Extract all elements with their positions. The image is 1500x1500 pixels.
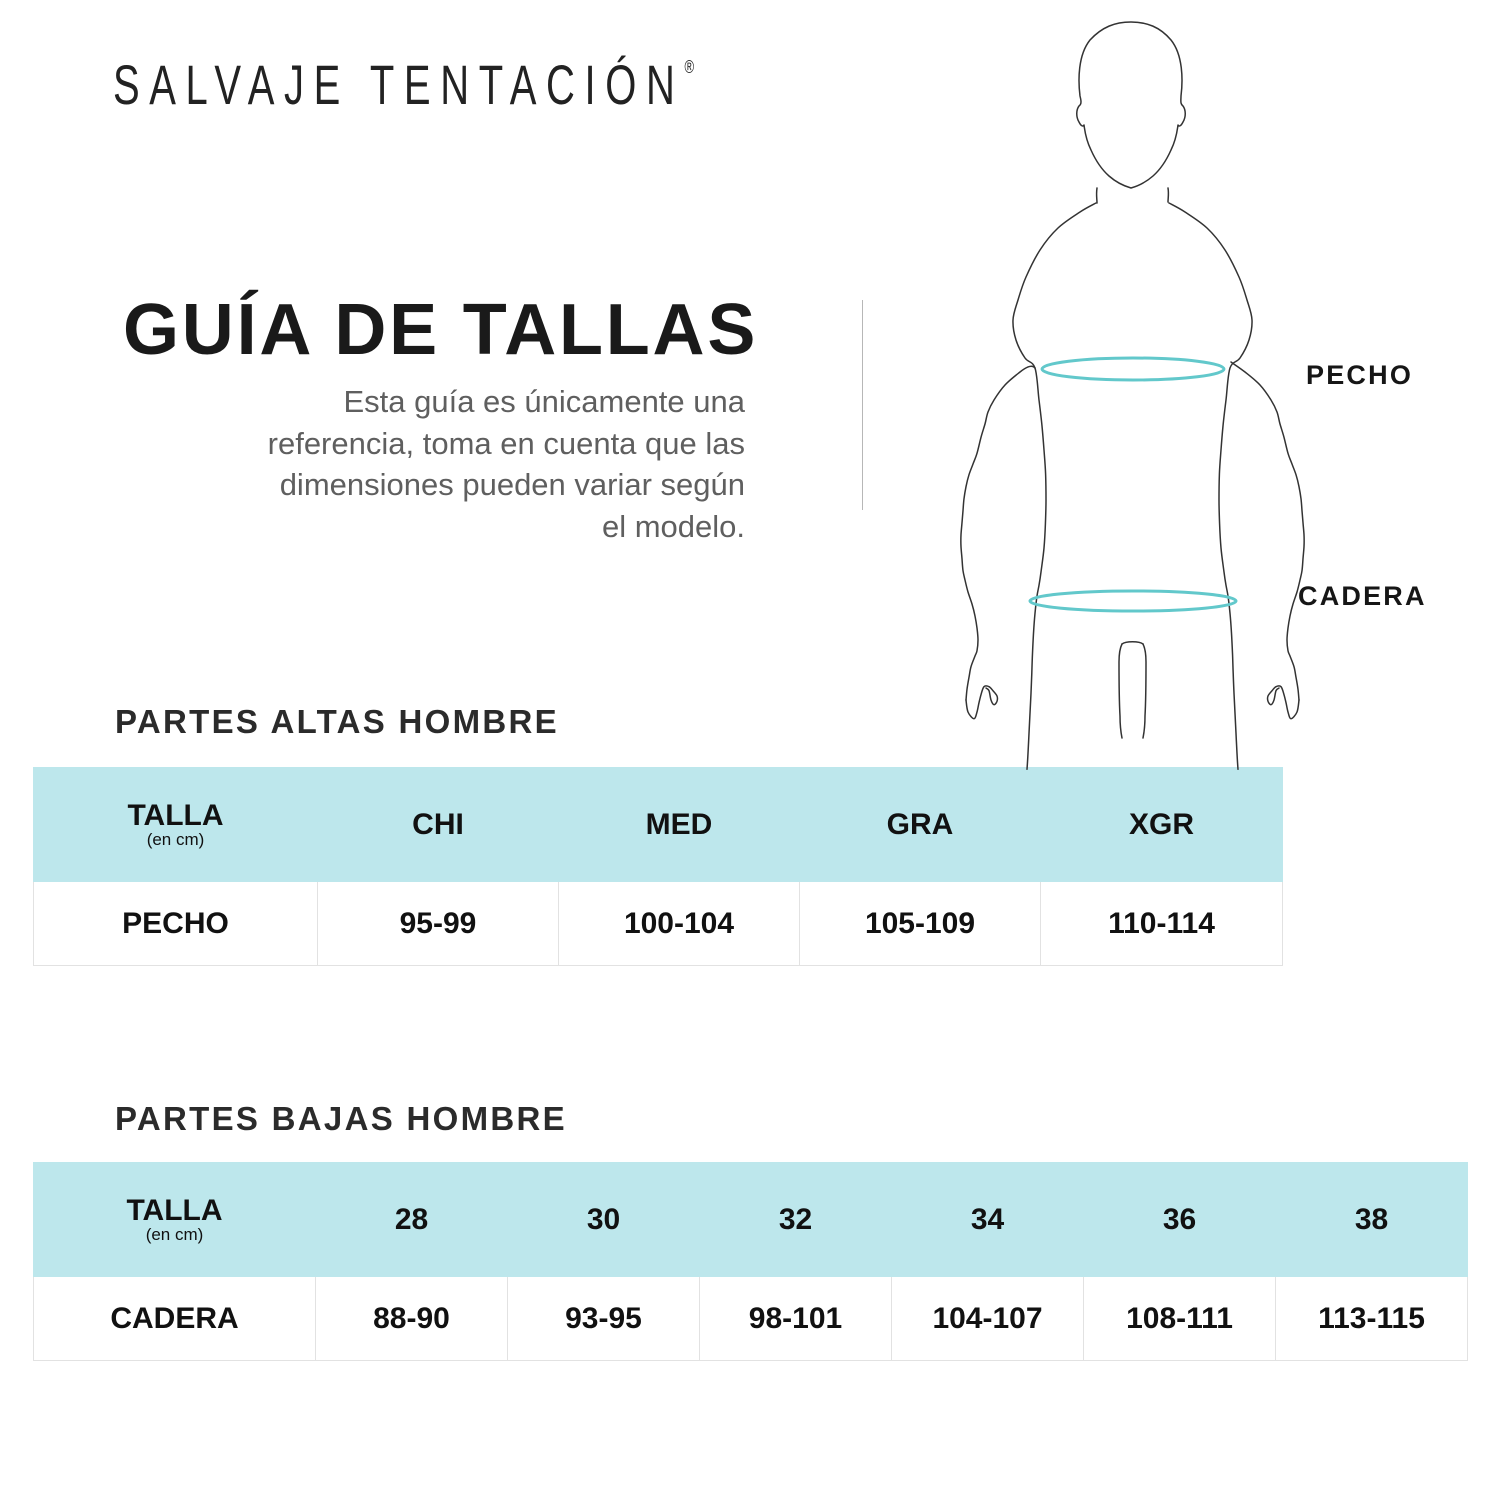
svg-text:PECHO: PECHO	[1306, 360, 1413, 390]
svg-text:CADERA: CADERA	[1298, 581, 1427, 611]
